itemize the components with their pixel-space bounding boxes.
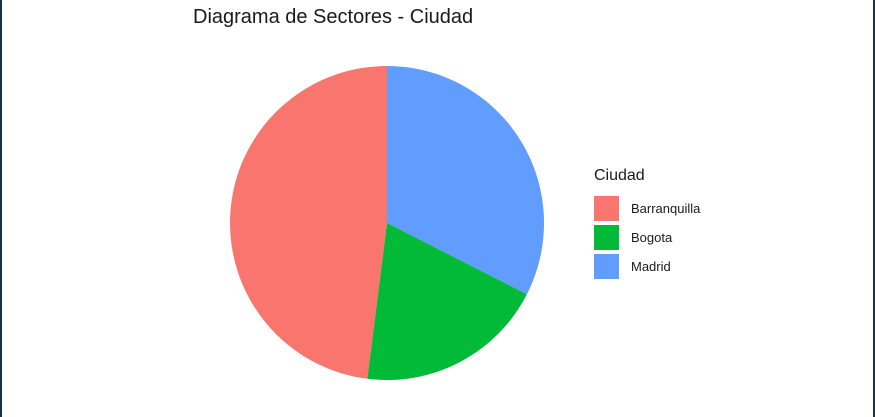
legend-label-bogota: Bogota (631, 230, 673, 245)
legend-label-barranquilla: Barranquilla (631, 201, 701, 216)
pie-slice-madrid (387, 66, 544, 295)
legend-swatch-barranquilla (594, 196, 619, 221)
legend-swatch-bogota (594, 225, 619, 250)
legend: Ciudad Barranquilla Bogota Madrid (594, 167, 700, 281)
legend-swatch-madrid (594, 254, 619, 279)
pie-slice-bogota (367, 223, 527, 380)
legend-item-bogota: Bogota (594, 223, 700, 252)
legend-label-madrid: Madrid (631, 259, 671, 274)
legend-item-madrid: Madrid (594, 252, 700, 281)
legend-item-barranquilla: Barranquilla (594, 194, 700, 223)
legend-title: Ciudad (594, 167, 645, 184)
pie-slice-barranquilla (229, 66, 387, 379)
chart-title: Diagrama de Sectores - Ciudad (193, 6, 474, 28)
